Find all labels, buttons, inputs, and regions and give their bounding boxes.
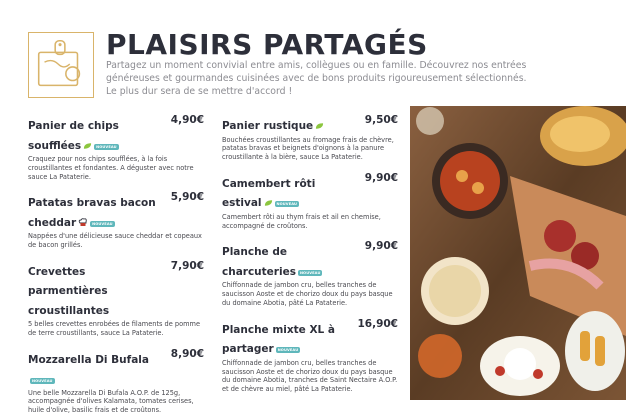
- item-name: Panier rustique: [222, 120, 314, 132]
- new-badge: NOUVEAU: [274, 201, 300, 208]
- menu-column-left: Panier de chips soufflées NOUVEAU 4,90€ C…: [28, 114, 204, 413]
- menu-column-middle: Panier rustique 9,50€ Bouchées croustill…: [222, 114, 398, 404]
- item-price: 9,90€: [364, 240, 398, 253]
- new-badge: NOUVEAU: [90, 220, 115, 227]
- menu-item[interactable]: Patatas bravas bacon cheddar NOUVEAU 5,90…: [28, 191, 204, 250]
- item-description: Chiffonnade de jambon cru, belles tranch…: [222, 281, 393, 308]
- menu-item[interactable]: Crevettes parmentières croustillantes 7,…: [28, 260, 204, 338]
- chef-hat-icon: [78, 218, 87, 226]
- item-name: Planche de charcuteries: [222, 246, 296, 278]
- item-name: Planche mixte XL à partager: [222, 323, 335, 356]
- item-name: Patatas bravas bacon cheddar: [28, 197, 156, 229]
- item-name: Camembert rôti estival: [222, 177, 316, 210]
- new-badge: NOUVEAU: [30, 377, 55, 384]
- new-badge: NOUVEAU: [297, 269, 323, 276]
- intro-text: Partagez un moment convivial entre amis,…: [106, 60, 527, 97]
- menu-item[interactable]: Mozzarella Di Bufala NOUVEAU 8,90€ Une be…: [28, 348, 204, 413]
- item-name: Crevettes parmentières croustillantes: [28, 265, 110, 317]
- item-description: Chiffonnade de jambon cru, belles tranch…: [222, 358, 398, 394]
- sharing-platter-photo: [410, 106, 626, 400]
- item-description: Camembert rôti au thym frais et ail en c…: [222, 212, 381, 230]
- item-description: 5 belles crevettes enrobées de filaments…: [28, 320, 201, 338]
- item-description: Nappées d'une délicieuse sauce cheddar e…: [28, 232, 202, 250]
- veggie-leaf-icon: [264, 200, 272, 207]
- new-badge: NOUVEAU: [94, 143, 119, 150]
- item-description: Bouchées croustillantes au fromage frais…: [222, 135, 394, 162]
- sharing-board-logo-icon: [28, 32, 94, 98]
- veggie-leaf-icon: [316, 123, 324, 129]
- item-description: Une belle Mozzarella Di Bufala A.O.P. de…: [28, 388, 194, 413]
- item-name: Mozzarella Di Bufala: [28, 354, 149, 367]
- menu-item[interactable]: Panier de chips soufflées NOUVEAU 4,90€ C…: [28, 114, 204, 181]
- item-price: 7,90€: [170, 259, 204, 272]
- item-price: 16,90€: [357, 317, 398, 330]
- item-price: 5,90€: [170, 191, 204, 204]
- item-price: 8,90€: [170, 348, 204, 361]
- item-description: Craquez pour nos chips soufflées, à la f…: [28, 155, 194, 181]
- menu-item[interactable]: Panier rustique 9,50€ Bouchées croustill…: [222, 114, 398, 162]
- item-price: 4,90€: [170, 114, 204, 126]
- veggie-leaf-icon: [84, 142, 92, 149]
- menu-header: PLAISIRS PARTAGÉS Partagez un moment con…: [28, 28, 628, 105]
- menu-item[interactable]: Camembert rôti estival NOUVEAU 9,90€ Came…: [222, 172, 398, 231]
- menu-item[interactable]: Planche mixte XL à partager NOUVEAU 16,90…: [222, 318, 398, 394]
- item-price: 9,90€: [364, 171, 398, 184]
- item-price: 9,50€: [364, 114, 398, 126]
- menu-item[interactable]: Planche de charcuteries NOUVEAU 9,90€ Chi…: [222, 240, 398, 307]
- new-badge: NOUVEAU: [275, 347, 301, 354]
- item-name: Panier de chips soufflées: [28, 120, 119, 152]
- page-title: PLAISIRS PARTAGÉS: [106, 28, 428, 61]
